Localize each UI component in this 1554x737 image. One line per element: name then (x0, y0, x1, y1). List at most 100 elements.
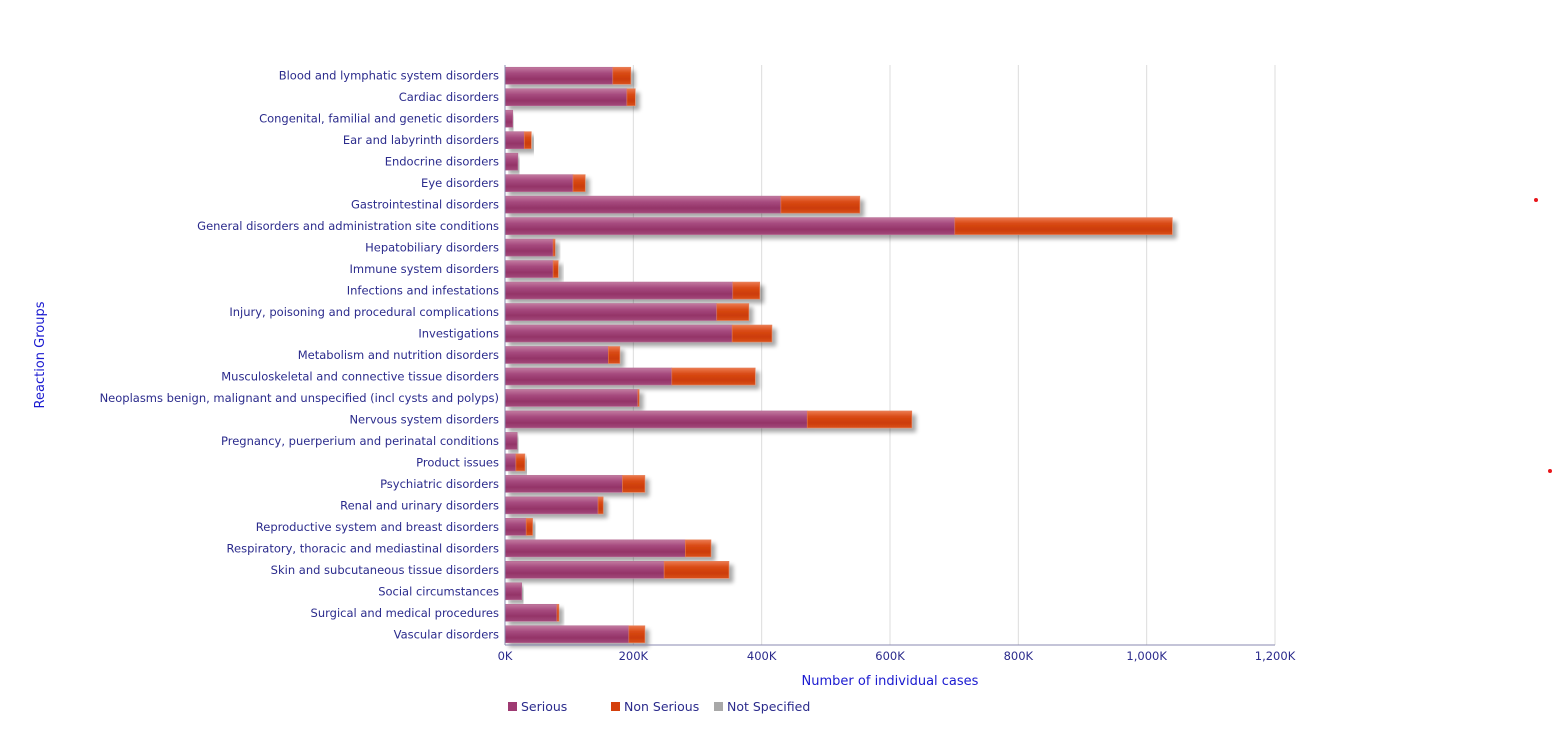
bar-non-serious[interactable] (716, 303, 750, 321)
bar-non-serious[interactable] (597, 496, 604, 515)
bar-row (504, 603, 560, 622)
bar-serious[interactable] (504, 518, 527, 536)
bar-serious[interactable] (504, 496, 599, 515)
category-label: Vascular disorders (394, 627, 499, 641)
legend: Serious Non Serious Not Specified (508, 699, 810, 714)
bars (504, 66, 1173, 644)
bar-non-serious[interactable] (731, 324, 773, 343)
bar-serious[interactable] (504, 582, 522, 601)
bar-row (504, 303, 750, 321)
legend-swatch (508, 702, 517, 711)
legend-label: Non Serious (624, 699, 699, 714)
category-label: Cardiac disorders (399, 90, 499, 104)
bar-serious[interactable] (504, 66, 614, 85)
category-label: Nervous system disorders (349, 412, 499, 426)
bar-row (504, 195, 861, 214)
bar-non-serious[interactable] (806, 410, 913, 429)
category-label: Reproductive system and breast disorders (256, 520, 499, 534)
bar-serious[interactable] (504, 475, 623, 493)
gridlines (632, 65, 1276, 645)
bar-serious[interactable] (504, 625, 630, 644)
bar-non-serious[interactable] (626, 88, 636, 107)
bar-serious[interactable] (504, 603, 558, 622)
category-label: General disorders and administration sit… (197, 219, 499, 233)
bar-serious[interactable] (504, 539, 686, 558)
bar-non-serious[interactable] (523, 131, 532, 149)
bar-non-serious[interactable] (612, 66, 632, 85)
y-axis-title: Reaction Groups (33, 301, 48, 408)
category-label: Injury, poisoning and procedural complic… (229, 305, 499, 319)
bar-row (504, 367, 756, 386)
bar-serious[interactable] (504, 109, 513, 128)
bar-non-serious[interactable] (671, 367, 756, 386)
bar-serious[interactable] (504, 561, 665, 579)
bar-serious[interactable] (504, 410, 808, 429)
category-label: Investigations (418, 327, 499, 341)
bar-serious[interactable] (504, 195, 782, 214)
bar-non-serious[interactable] (572, 174, 586, 192)
x-axis-title: Number of individual cases (802, 674, 979, 689)
bar-serious[interactable] (504, 324, 733, 343)
bar-serious[interactable] (504, 238, 554, 257)
bar-non-serious[interactable] (552, 260, 559, 278)
red-marker-dot (1548, 469, 1552, 473)
bar-serious[interactable] (504, 389, 639, 407)
legend-swatch (611, 702, 620, 711)
category-label: Immune system disorders (350, 262, 499, 276)
bar-row (504, 174, 586, 192)
legend-label: Serious (521, 699, 567, 714)
bar-non-serious[interactable] (556, 603, 560, 622)
legend-item[interactable]: Serious (508, 699, 567, 714)
legend-item[interactable]: Not Specified (714, 699, 810, 714)
bar-serious[interactable] (504, 367, 673, 386)
bar-serious[interactable] (504, 346, 609, 364)
bar-non-serious[interactable] (780, 195, 861, 214)
bar-serious[interactable] (504, 260, 554, 278)
category-label: Blood and lymphatic system disorders (279, 69, 499, 83)
category-label: Metabolism and nutrition disorders (298, 348, 499, 362)
axes (504, 65, 1275, 646)
bar-serious[interactable] (504, 174, 574, 192)
bar-serious[interactable] (504, 303, 718, 321)
bar-serious[interactable] (504, 453, 517, 472)
bar-non-serious[interactable] (525, 518, 533, 536)
bar-non-serious[interactable] (663, 561, 730, 579)
bar-non-serious[interactable] (732, 281, 761, 300)
bar-row (504, 260, 559, 278)
category-label: Pregnancy, puerperium and perinatal cond… (221, 434, 499, 448)
bar-serious[interactable] (504, 432, 518, 450)
bar-non-serious[interactable] (685, 539, 712, 558)
bar-row (504, 238, 556, 257)
x-tick-label: 1,200K (1255, 649, 1296, 663)
bar-serious[interactable] (504, 217, 956, 235)
bar-non-serious[interactable] (628, 625, 646, 644)
x-tick-labels: 0K 200K 400K 600K 800K 1,000K 1,200K (498, 649, 1296, 663)
x-tick-label: 800K (1004, 649, 1034, 663)
category-label: Endocrine disorders (385, 155, 499, 169)
bar-row (504, 518, 533, 536)
bar-serious[interactable] (504, 88, 628, 107)
category-label: Congenital, familial and genetic disorde… (259, 112, 499, 126)
bar-row (504, 131, 532, 149)
bar-non-serious[interactable] (637, 389, 640, 407)
category-label: Musculoskeletal and connective tissue di… (221, 369, 499, 383)
bar-non-serious[interactable] (622, 475, 646, 493)
bar-serious[interactable] (504, 152, 519, 171)
category-label: Infections and infestations (347, 284, 499, 298)
bar-row (504, 346, 621, 364)
category-label: Respiratory, thoracic and mediastinal di… (227, 541, 499, 555)
x-tick-label: 600K (875, 649, 905, 663)
bar-row (504, 582, 522, 601)
bar-non-serious[interactable] (608, 346, 621, 364)
category-labels: Blood and lymphatic system disorders Card… (100, 69, 499, 642)
x-tick-label: 1,000K (1126, 649, 1167, 663)
bar-row (504, 625, 646, 644)
bar-non-serious[interactable] (954, 217, 1173, 235)
category-label: Gastrointestinal disorders (351, 198, 499, 212)
bar-non-serious[interactable] (515, 453, 526, 472)
bar-serious[interactable] (504, 281, 734, 300)
bar-serious[interactable] (504, 131, 525, 149)
bar-non-serious[interactable] (552, 238, 556, 257)
bar-row (504, 324, 773, 343)
legend-item[interactable]: Non Serious (611, 699, 699, 714)
